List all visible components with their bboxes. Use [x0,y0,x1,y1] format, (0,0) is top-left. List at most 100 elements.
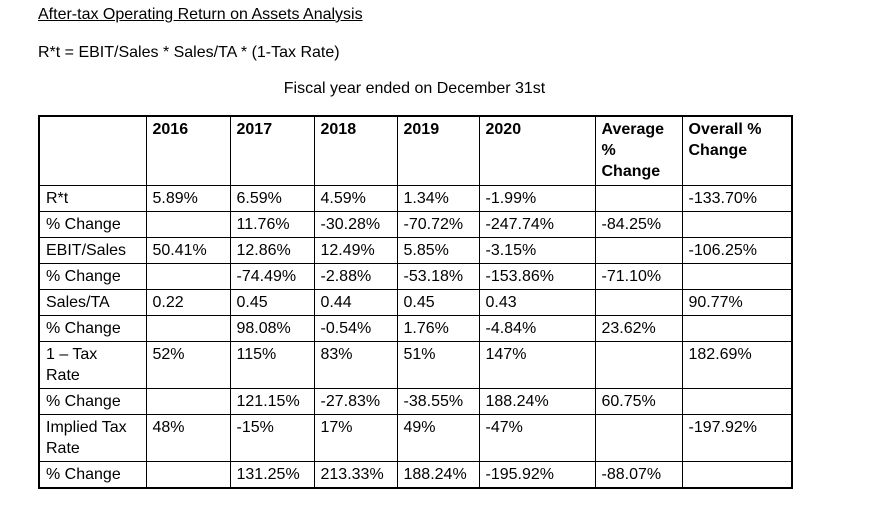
table-row: % Change 11.76% -30.28% -70.72% -247.74% -84.… [38,210,793,238]
table-cell [145,460,231,488]
row-label: Sales/TA [38,288,147,316]
table-cell: -47% [478,413,596,462]
table-row: % Change 131.25% 213.33% 188.24% -195.92% -88… [38,460,793,488]
row-label: % Change [38,387,147,415]
table-cell: 17% [313,413,398,462]
table-cell: 5.89% [145,184,231,212]
table-cell: 51% [396,340,480,389]
table-cell [594,340,683,389]
table-row: % Change 121.15% -27.83% -38.55% 188.24% 60.7… [38,387,793,415]
table-cell: 83% [313,340,398,389]
table-header: 2016 2017 2018 2019 2020 Average % Change Over… [38,115,793,186]
table-cell [145,387,231,415]
table-cell: -133.70% [681,184,793,212]
formula-line: R*t = EBIT/Sales * Sales/TA * (1-Tax Rat… [38,44,340,61]
table-cell: 12.49% [313,236,398,264]
table-cell: -30.28% [313,210,398,238]
table-cell [594,288,683,316]
table-cell: 0.44 [313,288,398,316]
header-row: 2016 2017 2018 2019 2020 Average % Change Over… [38,115,793,186]
table-cell: -106.25% [681,236,793,264]
table-row: EBIT/Sales 50.41% 12.86% 12.49% 5.85% -3.15% -… [38,236,793,264]
table-cell: 1.76% [396,314,480,342]
table-caption: Fiscal year ended on December 31st [283,80,546,97]
table-cell: -2.88% [313,262,398,290]
table-cell: -1.99% [478,184,596,212]
table-cell: -53.18% [396,262,480,290]
table-cell: -70.72% [396,210,480,238]
table-cell: 182.69% [681,340,793,389]
table-cell: -88.07% [594,460,683,488]
table-cell: 0.43 [478,288,596,316]
row-label: % Change [38,210,147,238]
table-cell: -153.86% [478,262,596,290]
table-cell [681,460,793,488]
table-cell: -15% [229,413,315,462]
table-row: Implied Tax Rate 48% -15% 17% 49% -47% -197.92… [38,413,793,462]
table-cell: 12.86% [229,236,315,264]
table-cell: -0.54% [313,314,398,342]
table-cell: -247.74% [478,210,596,238]
document-page: After-tax Operating Return on Assets Ana… [38,4,793,489]
table-row: 1 – Tax Rate 52% 115% 83% 51% 147% 182.69% [38,340,793,389]
table-cell [594,236,683,264]
table-cell: 131.25% [229,460,315,488]
table-cell [145,314,231,342]
table-cell: 98.08% [229,314,315,342]
table-cell: -27.83% [313,387,398,415]
table-cell: 48% [145,413,231,462]
table-cell [594,413,683,462]
column-header: 2020 [478,115,596,186]
table-row: R*t 5.89% 6.59% 4.59% 1.34% -1.99% -133.70% [38,184,793,212]
table-cell: 50.41% [145,236,231,264]
table-cell: 90.77% [681,288,793,316]
table-cell [145,210,231,238]
table-cell: -3.15% [478,236,596,264]
table-cell: 188.24% [396,460,480,488]
column-header: Overall % Change [681,115,793,186]
table-cell [681,314,793,342]
table-cell [145,262,231,290]
row-label: % Change [38,460,147,488]
table-cell: 6.59% [229,184,315,212]
row-label: 1 – Tax Rate [38,340,147,389]
table-cell: 5.85% [396,236,480,264]
table-row: % Change 98.08% -0.54% 1.76% -4.84% 23.62% [38,314,793,342]
table-cell: -197.92% [681,413,793,462]
table-cell: 11.76% [229,210,315,238]
table-cell: 49% [396,413,480,462]
table-cell: -71.10% [594,262,683,290]
table-cell: 115% [229,340,315,389]
table-cell: -38.55% [396,387,480,415]
table-cell: 0.45 [396,288,480,316]
table-cell [594,184,683,212]
table-row: % Change -74.49% -2.88% -53.18% -153.86% -71.… [38,262,793,290]
table-cell: -4.84% [478,314,596,342]
table-cell: 52% [145,340,231,389]
table-cell: 60.75% [594,387,683,415]
table-cell: -84.25% [594,210,683,238]
table-cell [681,210,793,238]
table-cell: -195.92% [478,460,596,488]
table-cell: 121.15% [229,387,315,415]
table-cell: 23.62% [594,314,683,342]
table-cell: 147% [478,340,596,389]
column-header: 2016 [145,115,231,186]
column-header: 2019 [396,115,480,186]
table-cell: 213.33% [313,460,398,488]
column-header: 2018 [313,115,398,186]
table-row: Sales/TA 0.22 0.45 0.44 0.45 0.43 90.77% [38,288,793,316]
table-cell: -74.49% [229,262,315,290]
column-header: Average % Change [594,115,683,186]
row-label: % Change [38,262,147,290]
document-title: After-tax Operating Return on Assets Ana… [38,6,363,23]
table-cell: 188.24% [478,387,596,415]
table-cell: 4.59% [313,184,398,212]
table-body: R*t 5.89% 6.59% 4.59% 1.34% -1.99% -133.70%% C… [38,184,793,488]
table-cell: 0.22 [145,288,231,316]
row-label: EBIT/Sales [38,236,147,264]
analysis-table: 2016 2017 2018 2019 2020 Average % Change Over… [38,115,793,489]
table-cell: 0.45 [229,288,315,316]
table-cell [681,387,793,415]
corner-cell [38,115,147,186]
